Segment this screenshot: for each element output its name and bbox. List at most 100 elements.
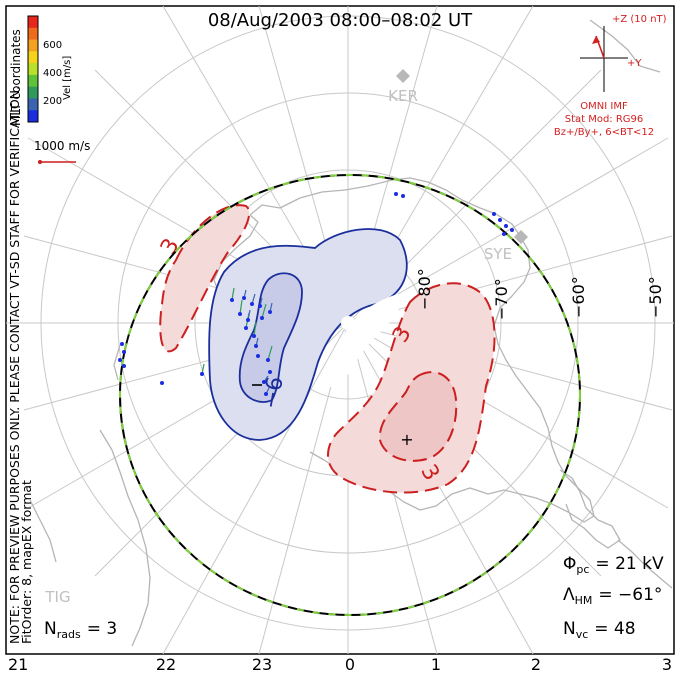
vector-origin <box>401 194 405 198</box>
potential-max-marker: + <box>400 430 413 449</box>
antarctic-coast-north <box>249 177 521 237</box>
pole-marker <box>341 316 355 330</box>
positive-cell-inner <box>378 371 458 462</box>
meridian <box>347 235 673 324</box>
imf-vector-head <box>592 36 600 44</box>
meridian <box>347 137 669 324</box>
imf-condition: Bz+/By+, 6<BT<12 <box>554 127 654 138</box>
vector-origin <box>242 296 246 300</box>
negative-cell-inner <box>238 272 303 403</box>
map-title: 08/Aug/2003 08:00–08:02 UT <box>208 10 473 31</box>
color-bar-label: Vel [m/s] <box>62 56 73 100</box>
latitude-label-50: −50° <box>646 276 665 318</box>
vector-origin <box>264 392 268 396</box>
verification-note: NOTE: FOR PREVIEW PURPOSES ONLY. PLEASE … <box>7 86 22 644</box>
polar-gap <box>326 294 401 389</box>
lambda-hm-stat: ΛHM = −61° <box>563 585 662 607</box>
vector-origin <box>200 372 204 376</box>
latitude-labels: −80° −70° −60° −50° <box>415 268 665 320</box>
plot-frame <box>5 5 675 655</box>
fit-order-note: FitOrder: 8, mapEX format <box>19 480 34 644</box>
color-bar-tick-400: 400 <box>43 68 62 79</box>
vector <box>239 299 243 315</box>
vector-origin <box>256 354 260 358</box>
coast-top-right <box>589 19 661 73</box>
antarctic-coast-west <box>213 214 259 297</box>
nvc-stat: Nvc = 48 <box>563 619 636 641</box>
mlt-label-22: 22 <box>156 655 176 674</box>
peninsula-tip <box>617 539 673 589</box>
color-bar-swatch <box>28 86 38 99</box>
meridian <box>162 322 349 655</box>
vector <box>231 287 235 301</box>
color-bar-swatch <box>28 110 38 123</box>
vector-origin <box>260 316 264 320</box>
vector-origin <box>160 381 164 385</box>
color-bar-swatch <box>28 39 38 52</box>
positive-cell-left <box>159 204 251 353</box>
vector-origin <box>244 326 248 330</box>
phi-pc-stat: Φpc = 21 kV <box>563 554 664 576</box>
velocity-vectors <box>118 192 514 396</box>
vector-origin <box>504 224 508 228</box>
mlt-label-3: 3 <box>662 655 672 674</box>
color-bar-swatch <box>28 27 38 41</box>
mlt-label-2: 2 <box>531 655 541 674</box>
island-west <box>29 499 57 563</box>
reference-vector-origin <box>38 160 42 164</box>
coordinates-note: MLT coordinates <box>9 29 23 126</box>
station-label-ker: KER <box>388 87 418 105</box>
mlt-label-23: 23 <box>252 655 272 674</box>
color-bar-tick-600: 600 <box>43 40 62 51</box>
vector-origin <box>118 358 122 362</box>
map-statistics: Nrads = 3 Φpc = 21 kV ΛHM = −61° Nvc = 48 <box>44 554 664 641</box>
vector-origin <box>262 380 266 384</box>
reference-vector: 1000 m/s <box>34 139 90 164</box>
color-bar-swatch <box>28 74 38 88</box>
velocity-color-bar: 600 400 200 Vel [m/s] <box>27 15 73 123</box>
mlt-label-1: 1 <box>431 655 441 674</box>
vector-origin <box>120 342 124 346</box>
hm-boundary <box>119 174 581 616</box>
vector-origin <box>258 304 262 308</box>
vector-origin <box>394 192 398 196</box>
imf-dial: +Z (10 nT) +Y OMNI IMF Stat Mod: RG96 Bz… <box>554 14 667 138</box>
station-ker-marker <box>396 69 410 83</box>
vector <box>267 345 273 361</box>
color-bar-frame <box>27 15 39 123</box>
vector-origin <box>492 212 496 216</box>
coast-west-island <box>113 344 121 381</box>
peninsula <box>559 469 621 549</box>
color-bar-tick-200: 200 <box>43 96 62 107</box>
vector-origin <box>498 218 502 222</box>
vector-origin <box>268 310 272 314</box>
vector-origin <box>238 312 242 316</box>
vector-origin <box>230 298 234 302</box>
reference-vector-label: 1000 m/s <box>34 139 90 153</box>
color-bar-swatches <box>28 16 38 123</box>
color-bar-swatch <box>28 51 38 64</box>
vector <box>261 303 267 319</box>
vector-origin <box>268 370 272 374</box>
color-bar-swatch <box>28 63 38 76</box>
color-bar-swatch <box>28 16 38 29</box>
imf-bz-label: +Z (10 nT) <box>612 14 667 25</box>
meridian <box>347 322 534 655</box>
convection-cells: + <box>159 204 496 494</box>
mlt-label-0: 0 <box>345 655 355 674</box>
vector-origin <box>246 318 250 322</box>
vector-origin <box>122 350 126 354</box>
imf-by-label: +Y <box>627 58 642 69</box>
mlt-axis: 21 22 23 0 1 2 3 <box>8 655 672 674</box>
imf-source: OMNI IMF <box>580 101 628 112</box>
station-markers: KER SYE TIG <box>44 69 528 606</box>
mlt-label-21: 21 <box>8 655 28 674</box>
nrads-stat: Nrads = 3 <box>44 619 117 641</box>
vector-origin <box>252 334 256 338</box>
vector-origin <box>510 228 514 232</box>
south-america-coast <box>99 429 151 647</box>
station-label-tig: TIG <box>44 588 70 606</box>
latitude-label-70: −70° <box>492 278 511 320</box>
station-label-sye: SYE <box>484 245 512 263</box>
